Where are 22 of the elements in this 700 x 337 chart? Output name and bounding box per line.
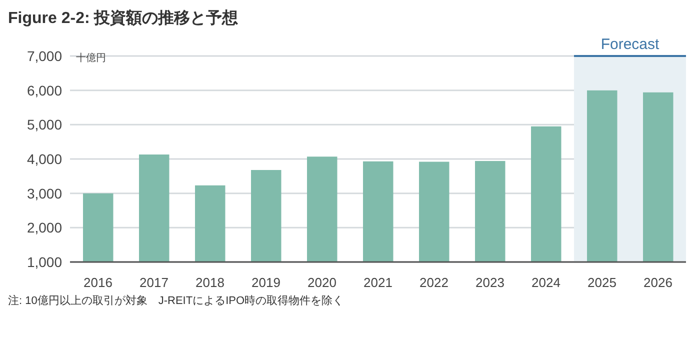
text: 注: 10億円以上の取引が対象 J-REITによるIPO時の取得物件を除く bbox=[8, 294, 345, 308]
x-tick-label: 2017 bbox=[140, 275, 168, 290]
x-tick-label: 2023 bbox=[476, 275, 504, 290]
x-tick-label: 2022 bbox=[420, 275, 448, 290]
x-tick-label: 2020 bbox=[308, 275, 336, 290]
y-tick-label: 7,000 bbox=[26, 48, 62, 64]
x-tick-label: 2025 bbox=[588, 275, 616, 290]
x-tick-label: 2021 bbox=[364, 275, 392, 290]
x-tick-label: 2018 bbox=[196, 275, 224, 290]
y-tick-label: 3,000 bbox=[26, 185, 62, 202]
x-tick-label: 2019 bbox=[252, 275, 280, 290]
x-tick-label: 2016 bbox=[84, 275, 112, 290]
y-tick-label: 2,000 bbox=[26, 220, 62, 236]
y-tick-label: 5,000 bbox=[26, 116, 62, 133]
y-tick-label: 4,000 bbox=[26, 150, 62, 167]
y-axis-title: 十億円 bbox=[76, 52, 106, 64]
y-tick-label: 6,000 bbox=[26, 82, 62, 98]
y-tick-label: 1,000 bbox=[26, 254, 62, 270]
x-tick-label: 2026 bbox=[644, 275, 672, 290]
chart-title: Figure 2-2: 投資額の推移と予想 bbox=[8, 8, 240, 29]
band-label: Forecast bbox=[600, 36, 660, 53]
x-tick-label: 2024 bbox=[532, 275, 560, 290]
